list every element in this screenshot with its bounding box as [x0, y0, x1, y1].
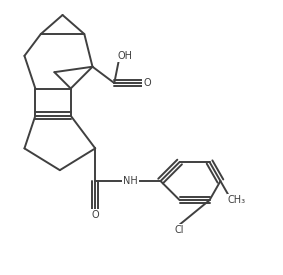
Text: O: O: [143, 78, 151, 88]
Text: NH: NH: [123, 176, 138, 186]
Text: Cl: Cl: [175, 225, 184, 235]
Text: OH: OH: [118, 51, 133, 61]
Text: CH₃: CH₃: [228, 195, 246, 205]
Text: O: O: [91, 210, 99, 220]
